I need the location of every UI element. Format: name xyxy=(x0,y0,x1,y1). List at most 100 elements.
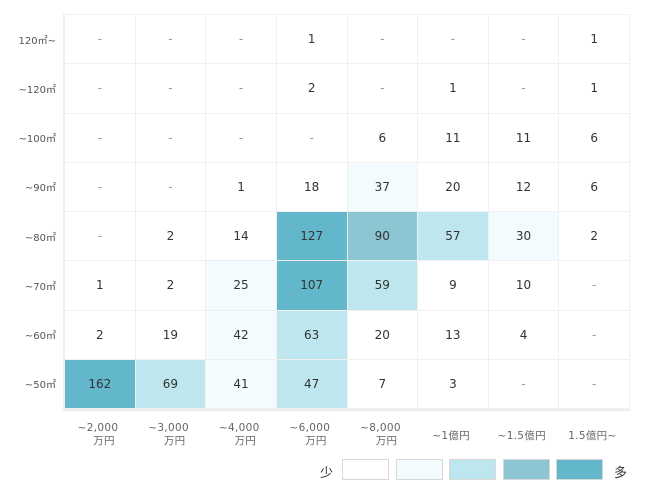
heatmap-cell: 18 xyxy=(276,162,348,212)
heatmap-cell: 4 xyxy=(488,310,560,360)
heatmap-cell: - xyxy=(206,15,277,65)
heatmap-cell: 107 xyxy=(276,261,348,311)
legend-swatch xyxy=(502,459,550,480)
heatmap-cell: 10 xyxy=(488,261,560,311)
x-tick-label: ~1.5億円 xyxy=(487,430,557,443)
heatmap-cell: 1 xyxy=(206,162,277,212)
heatmap-cell: - xyxy=(206,113,277,163)
heatmap-cell: - xyxy=(559,359,630,409)
heatmap-cell: 63 xyxy=(276,310,348,360)
heatmap-cell: 41 xyxy=(206,359,277,409)
heatmap-cell: 12 xyxy=(488,162,560,212)
heatmap-cell: 25 xyxy=(206,261,277,311)
legend-swatch xyxy=(449,459,496,480)
heatmap-cell: 3 xyxy=(418,359,489,409)
x-tick-label: ~3,000 万円 xyxy=(134,422,204,448)
x-tick-label: ~1億円 xyxy=(416,430,486,443)
heatmap-cell: 42 xyxy=(206,310,277,360)
x-tick-label-line: 1.5億円~ xyxy=(568,430,617,442)
heatmap-cell: 2 xyxy=(276,64,348,114)
heatmap-cell: 6 xyxy=(559,113,630,163)
heatmap-cell: 11 xyxy=(488,113,560,163)
heatmap-cell: 1 xyxy=(418,64,489,114)
heatmap-cell: - xyxy=(135,162,207,212)
heatmap-cell: 11 xyxy=(418,113,489,163)
heatmap-cell: 2 xyxy=(65,310,136,360)
heatmap-cell: 2 xyxy=(135,261,207,311)
x-tick-label-line: ~2,000 xyxy=(77,422,119,434)
x-tick-label: 1.5億円~ xyxy=(557,430,627,443)
heatmap-cell: 1 xyxy=(559,15,630,65)
y-tick-label: ~90㎡ xyxy=(24,183,56,195)
heatmap-cell: 6 xyxy=(559,162,630,212)
heatmap-cell: 57 xyxy=(418,212,489,262)
heatmap-cell: - xyxy=(135,15,207,65)
heatmap-cell: 59 xyxy=(347,261,419,311)
heatmap-cell: 2 xyxy=(559,212,630,262)
heatmap-cell: - xyxy=(65,212,136,262)
heatmap-cell: - xyxy=(65,162,136,212)
y-tick-label: ~120㎡ xyxy=(18,84,56,96)
x-tick-label-line: 万円 xyxy=(163,435,186,447)
heatmap-cell: 1 xyxy=(559,64,630,114)
heatmap-grid: - - -1- - -1- - -2-1-1- - - -6 11 11 6- -1 18 37 20 12 6-2… xyxy=(63,14,630,411)
x-tick-label: ~6,000 万円 xyxy=(275,422,345,448)
heatmap-cell: - xyxy=(559,261,630,311)
heatmap-cell: - xyxy=(135,113,207,163)
heatmap-cell: 13 xyxy=(418,310,489,360)
legend-swatch xyxy=(342,459,389,480)
heatmap-cell: 9 xyxy=(418,261,489,311)
x-tick-label-line: ~6,000 xyxy=(289,422,331,434)
heatmap-cell: 162 xyxy=(65,359,136,409)
y-tick-label: ~80㎡ xyxy=(24,232,56,244)
heatmap-cell: - xyxy=(488,15,560,65)
legend-high-label: 多 xyxy=(614,466,628,481)
legend-swatch xyxy=(395,459,443,480)
x-tick-label: ~2,000 万円 xyxy=(63,422,133,448)
x-tick-label-line: ~8,000 xyxy=(360,422,401,434)
heatmap-cell: 90 xyxy=(347,212,419,262)
heatmap-cell: 6 xyxy=(347,113,419,163)
x-tick-label-line: 万円 xyxy=(93,435,115,447)
y-tick-label: ~50㎡ xyxy=(24,380,56,392)
x-tick-label-line: 万円 xyxy=(375,435,398,447)
x-tick-label-line: ~3,000 xyxy=(148,422,189,434)
heatmap-cell: - xyxy=(65,113,136,163)
heatmap-cell: - xyxy=(276,113,348,163)
x-tick-label-line: ~1.5億円 xyxy=(497,430,546,442)
x-tick-label-line: ~4,000 xyxy=(218,422,260,434)
y-tick-label: ~100㎡ xyxy=(18,134,56,146)
x-tick-label-line: 万円 xyxy=(305,435,327,447)
heatmap-cell: 1 xyxy=(276,15,348,65)
heatmap-cell: - xyxy=(559,310,630,360)
x-tick-label-line: 万円 xyxy=(234,435,257,447)
heatmap-cell: 20 xyxy=(418,162,489,212)
heatmap-cell: 2 xyxy=(135,212,207,262)
heatmap-cell: - xyxy=(488,64,560,114)
x-tick-label: ~8,000 万円 xyxy=(346,422,416,448)
heatmap-cell: 7 xyxy=(347,359,419,409)
y-tick-label: ~60㎡ xyxy=(24,331,56,343)
heatmap-cell: - xyxy=(347,15,419,65)
heatmap-cell: 1 xyxy=(65,261,136,311)
x-tick-label-line: ~1億円 xyxy=(432,430,470,442)
heatmap-cell: 127 xyxy=(276,212,348,262)
legend-swatch xyxy=(556,459,603,480)
heatmap-cell: 47 xyxy=(276,359,348,409)
heatmap-cell: 30 xyxy=(488,212,560,262)
heatmap-cell: 37 xyxy=(347,162,419,212)
heatmap-cell: - xyxy=(65,15,136,65)
heatmap-cell: - xyxy=(418,15,489,65)
heatmap-cell: - xyxy=(488,359,560,409)
heatmap-cell: - xyxy=(135,64,207,114)
heatmap-cell: 14 xyxy=(206,212,277,262)
heatmap-cell: - xyxy=(347,64,419,114)
y-tick-label: 120㎡~ xyxy=(18,35,56,47)
heatmap-cell: 69 xyxy=(135,359,207,409)
heatmap-cell: 19 xyxy=(135,310,207,360)
x-tick-label: ~4,000 万円 xyxy=(204,422,274,448)
y-tick-label: ~70㎡ xyxy=(24,281,56,293)
heatmap-cell: - xyxy=(206,64,277,114)
heatmap-cell: 20 xyxy=(347,310,419,360)
heatmap-cell: - xyxy=(65,64,136,114)
